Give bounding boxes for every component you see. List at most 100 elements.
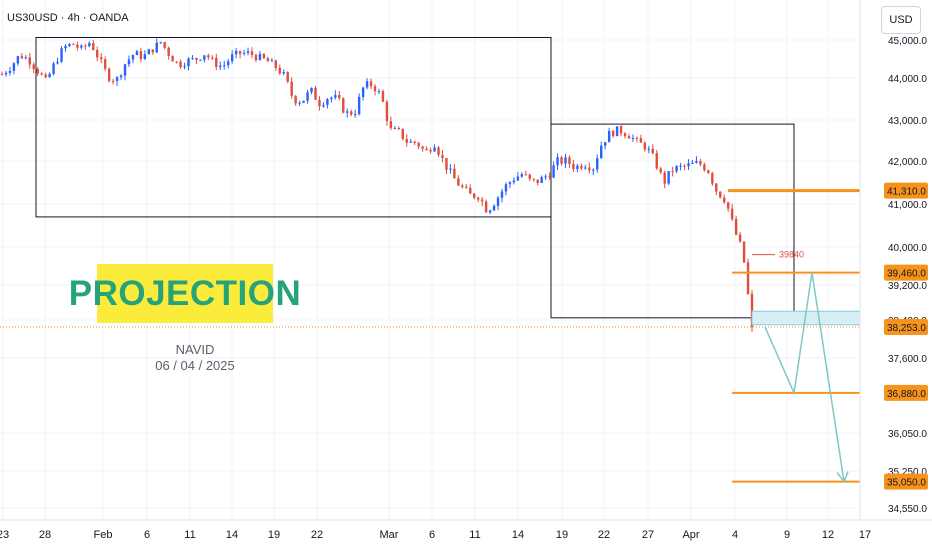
range-box-2 bbox=[550, 123, 795, 319]
candle-body bbox=[274, 60, 278, 68]
candle-body bbox=[68, 43, 71, 46]
candle-body bbox=[282, 72, 285, 74]
candle-body bbox=[32, 64, 35, 69]
candle-body bbox=[695, 161, 698, 163]
candle-body bbox=[234, 50, 238, 55]
candle-body bbox=[723, 197, 726, 203]
candle-body bbox=[203, 55, 206, 60]
candlestick-series bbox=[0, 38, 754, 332]
candle-body bbox=[437, 147, 440, 155]
time-axis[interactable]: 23 28 Feb 6 11 14 19 22 Mar 6 11 14 19 22 27 Apr 4 9 12 17 bbox=[0, 519, 932, 541]
candle-body bbox=[111, 80, 115, 82]
candle-body bbox=[52, 63, 55, 74]
candle-body bbox=[528, 174, 531, 179]
candle-body bbox=[373, 86, 377, 92]
time-tick-label: 17 bbox=[859, 529, 871, 541]
candle-body bbox=[441, 154, 444, 158]
candle-body bbox=[405, 138, 408, 143]
candle-body bbox=[465, 187, 468, 189]
time-tick-label: 14 bbox=[226, 529, 238, 541]
candle-body bbox=[627, 136, 631, 139]
candle-body bbox=[540, 177, 543, 184]
candle-body bbox=[730, 208, 734, 220]
candle-body bbox=[417, 142, 420, 147]
candle-body bbox=[750, 293, 754, 327]
range-box-1 bbox=[35, 37, 552, 218]
time-tick-label: 11 bbox=[469, 529, 480, 541]
candle-body bbox=[473, 193, 476, 198]
price-tick-label: 40,000.0 bbox=[888, 243, 927, 254]
range-boxes bbox=[35, 37, 795, 319]
time-tick-label: Apr bbox=[682, 529, 699, 541]
candle-body bbox=[623, 133, 627, 137]
candle-body bbox=[707, 170, 710, 174]
time-tick-label: 12 bbox=[822, 529, 834, 541]
candle-body bbox=[179, 61, 182, 68]
time-tick-label: 11 bbox=[184, 529, 195, 541]
candle-body bbox=[461, 185, 464, 188]
time-tick-label: 4 bbox=[732, 529, 738, 541]
candle-body bbox=[219, 65, 222, 68]
candle-body bbox=[191, 57, 194, 59]
level-label: 39,460.0 bbox=[887, 269, 926, 280]
candle-body bbox=[40, 73, 43, 75]
candle-body bbox=[258, 53, 262, 61]
author-name: NAVID bbox=[175, 342, 215, 357]
candle-body bbox=[655, 153, 658, 169]
candle-body bbox=[318, 99, 321, 107]
candle-body bbox=[476, 197, 480, 200]
candle-body bbox=[322, 104, 325, 107]
candle-body bbox=[334, 94, 337, 98]
candle-body bbox=[560, 157, 563, 164]
candle-body bbox=[365, 81, 369, 88]
candle-body bbox=[592, 169, 595, 171]
candle-body bbox=[580, 165, 583, 169]
candle-body bbox=[64, 45, 67, 49]
candle-body bbox=[84, 45, 87, 47]
candle-body bbox=[100, 57, 103, 60]
candle-body bbox=[76, 44, 79, 48]
candle-body bbox=[175, 61, 178, 63]
candle-body bbox=[286, 72, 289, 82]
candle-body bbox=[631, 137, 635, 139]
candle-body bbox=[600, 145, 603, 159]
price-tick-label: 42,000.0 bbox=[888, 157, 927, 168]
candle-body bbox=[16, 56, 20, 64]
candle-body bbox=[500, 191, 504, 198]
currency-button[interactable]: USD bbox=[881, 6, 921, 34]
candle-body bbox=[671, 171, 674, 173]
candle-body bbox=[421, 146, 424, 149]
price-tick-label: 41,000.0 bbox=[888, 200, 927, 211]
candle-body bbox=[647, 148, 651, 150]
candle-body bbox=[548, 176, 551, 178]
candle-body bbox=[588, 167, 591, 171]
candle-body bbox=[0, 74, 4, 76]
candle-body bbox=[520, 174, 524, 177]
candle-body bbox=[211, 57, 214, 59]
candle-body bbox=[524, 174, 528, 176]
candle-body bbox=[242, 52, 246, 54]
candle-body bbox=[302, 100, 305, 103]
candle-body bbox=[183, 66, 186, 68]
ticker-title[interactable]: US30USD · 4h · OANDA bbox=[7, 12, 129, 24]
level-labels: 41,310.0 39,460.0 38,253.0 36,880.0 35,050.0 bbox=[884, 182, 928, 490]
time-tick-label: 27 bbox=[642, 529, 654, 541]
level-label-bg bbox=[884, 318, 928, 335]
candle-body bbox=[199, 59, 202, 61]
candle-body bbox=[353, 114, 357, 116]
time-tick-label: 22 bbox=[598, 529, 610, 541]
candle-body bbox=[453, 168, 456, 179]
price-tick-label: 44,000.0 bbox=[888, 74, 927, 85]
candle-body bbox=[738, 234, 742, 242]
level-label-bg bbox=[884, 384, 928, 401]
candle-body bbox=[294, 95, 297, 104]
candle-body bbox=[207, 55, 210, 58]
candle-body bbox=[306, 92, 309, 101]
candle-body bbox=[88, 43, 91, 47]
candle-body bbox=[159, 42, 162, 44]
candle-body bbox=[576, 165, 579, 170]
projection-label: PROJECTION bbox=[69, 264, 301, 323]
candle-body bbox=[223, 65, 226, 67]
candle-body bbox=[635, 137, 639, 139]
